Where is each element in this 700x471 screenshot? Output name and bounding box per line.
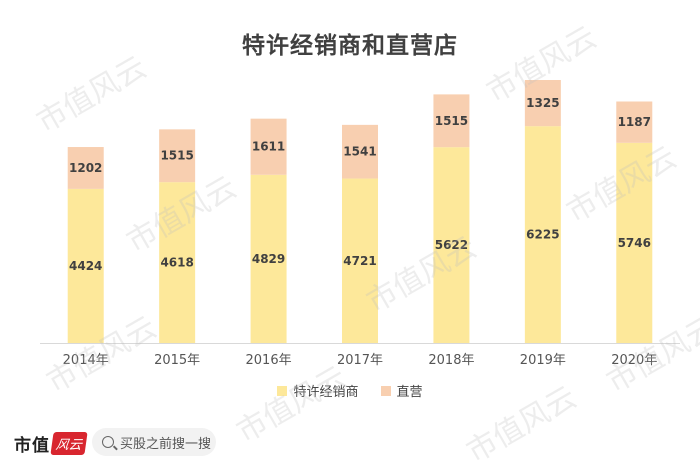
data-label-direct-2017年: 1541	[343, 145, 376, 159]
bar-direct-2014年	[67, 147, 104, 189]
data-label-franchise-2020年: 5746	[618, 236, 651, 250]
data-label-franchise-2016年: 4829	[252, 252, 285, 266]
bar-franchise-2014年	[67, 188, 104, 343]
x-tick-label: 2016年	[246, 353, 292, 368]
logo-stamp: 风云	[50, 431, 88, 455]
chart-title: 特许经销商和直营店	[242, 33, 458, 59]
data-label-franchise-2018年: 5622	[435, 238, 468, 252]
x-tick-label: 2017年	[337, 353, 383, 368]
bar-franchise-2019年	[524, 126, 561, 343]
bar-direct-2017年	[342, 124, 378, 179]
data-label-franchise-2015年: 4618	[160, 256, 193, 270]
search-box[interactable]: 买股之前搜一搜	[92, 428, 216, 456]
legend-label-direct: 直营	[396, 385, 423, 400]
data-label-franchise-2019年: 6225	[526, 228, 559, 242]
brand-logo[interactable]: 市值 风云	[14, 430, 88, 456]
bar-direct-2020年	[616, 101, 653, 143]
data-label-franchise-2017年: 4721	[343, 254, 376, 268]
bar-direct-2016年	[250, 118, 287, 175]
logo-text: 市值	[14, 435, 50, 456]
data-label-direct-2014年: 1202	[69, 161, 102, 175]
search-text: 买股之前搜一搜	[120, 436, 212, 452]
bar-direct-2015年	[159, 129, 196, 183]
data-label-direct-2020年: 1187	[618, 115, 651, 129]
data-label-direct-2018年: 1515	[435, 114, 468, 128]
x-tick-label: 2019年	[520, 353, 566, 368]
legend-swatch-franchise	[277, 385, 288, 396]
bar-franchise-2020年	[616, 142, 653, 343]
x-tick-label: 2015年	[154, 353, 200, 368]
legend-swatch-direct	[380, 385, 391, 396]
bar-franchise-2017年	[342, 178, 378, 343]
legend: 特许经销商 直营	[0, 381, 700, 400]
data-label-franchise-2014年: 4424	[69, 259, 102, 273]
x-tick-label: 2018年	[428, 353, 474, 368]
bar-direct-2019年	[524, 80, 561, 127]
bar-direct-2018年	[433, 94, 470, 148]
chart-frame: 特许经销商和直营店 4424 1202 2014年 4618 1515 2015年 4829…	[0, 33, 700, 421]
data-label-direct-2016年: 1611	[252, 140, 285, 154]
data-label-direct-2019年: 1325	[526, 96, 559, 110]
x-tick-label: 2014年	[63, 353, 109, 368]
bar-franchise-2018年	[433, 147, 470, 343]
footer-bar: 市值 风云 买股之前搜一搜	[0, 420, 700, 466]
x-tick-label: 2020年	[611, 353, 657, 368]
search-icon	[102, 436, 114, 448]
legend-label-franchise: 特许经销商	[293, 385, 359, 400]
stacked-bar-chart: 4424 1202 2014年 4618 1515 2015年 4829 1611 2016年 4…	[40, 80, 680, 368]
data-label-direct-2015年: 1515	[160, 149, 193, 163]
bar-franchise-2016年	[250, 174, 287, 343]
legend-item-direct: 直营	[380, 381, 423, 400]
bar-franchise-2015年	[159, 182, 196, 343]
legend-item-franchise: 特许经销商	[277, 381, 359, 400]
